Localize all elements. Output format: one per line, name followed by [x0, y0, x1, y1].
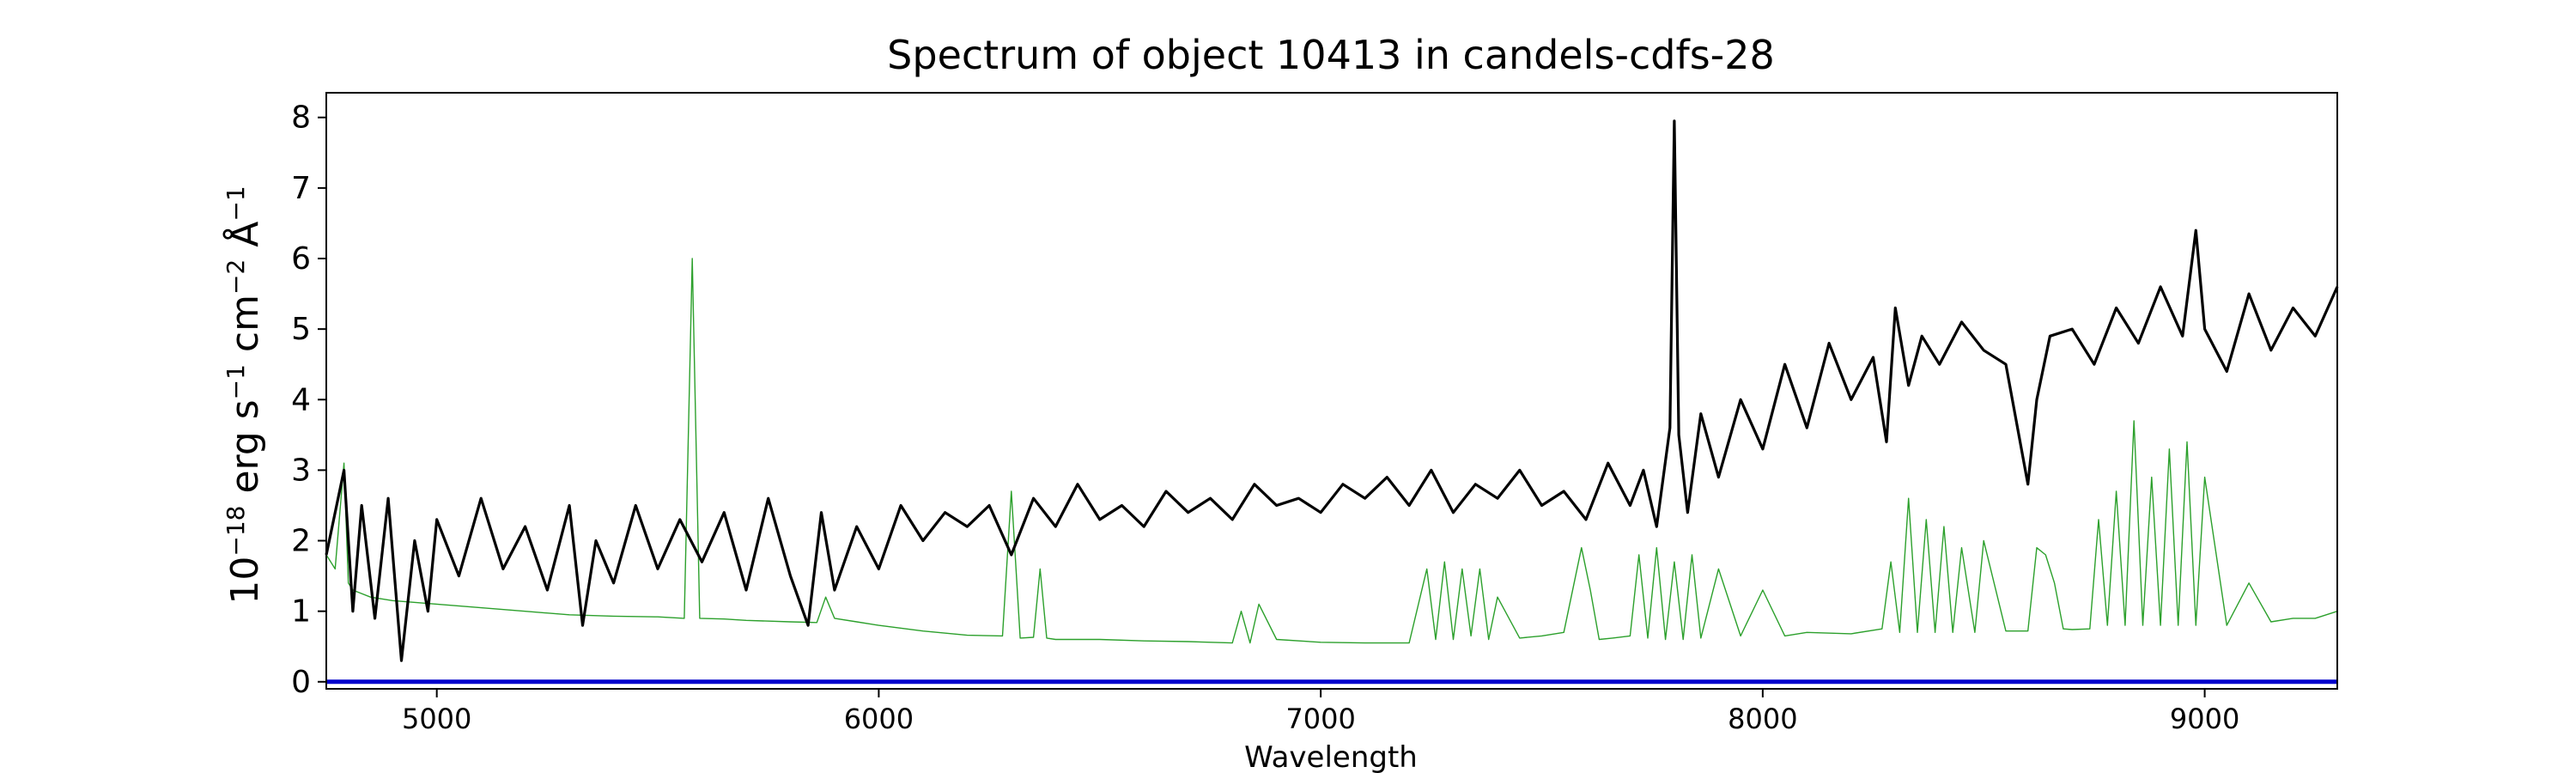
- x-tick-label: 9000: [2170, 703, 2239, 735]
- y-tick-label: 7: [291, 171, 311, 206]
- ylabel-base-exp: −18: [222, 506, 250, 557]
- ylabel-cm-exp: −2: [222, 259, 250, 295]
- x-tick-label: 7000: [1285, 703, 1355, 735]
- y-tick-label: 2: [291, 524, 311, 559]
- ylabel-angstrom-exp: −1: [222, 186, 250, 221]
- y-tick-label: 3: [291, 453, 311, 488]
- model-series-line: [325, 258, 2338, 644]
- y-tick-label: 4: [291, 382, 311, 417]
- plot-area: [325, 119, 2339, 685]
- y-axis-ticks: 0 1 2 3 4 5 6 7 8: [291, 100, 326, 700]
- y-tick-label: 8: [291, 100, 311, 136]
- x-tick-label: 6000: [844, 703, 914, 735]
- flux-series-line: [325, 119, 2339, 662]
- y-axis-label: 10−18 erg s−1 cm−2 Å−1: [222, 186, 268, 604]
- y-tick-label: 0: [291, 665, 311, 700]
- x-axis-ticks: 5000 6000 7000 8000 9000: [402, 689, 2239, 735]
- y-tick-label: 6: [291, 241, 311, 277]
- ylabel-s-exp: −1: [222, 364, 250, 399]
- ylabel-cm: cm: [223, 295, 267, 364]
- x-tick-label: 8000: [1728, 703, 1797, 735]
- x-tick-label: 5000: [402, 703, 471, 735]
- y-tick-label: 1: [291, 594, 311, 630]
- chart-title: Spectrum of object 10413 in candels-cdfs…: [887, 32, 1775, 78]
- ylabel-angstrom: Å: [222, 222, 267, 259]
- x-axis-label: Wavelength: [1244, 740, 1418, 773]
- y-tick-label: 5: [291, 312, 311, 347]
- ylabel-erg-s: erg s: [223, 399, 267, 505]
- plot-frame: [325, 92, 2338, 690]
- ylabel-base: 10: [223, 557, 267, 605]
